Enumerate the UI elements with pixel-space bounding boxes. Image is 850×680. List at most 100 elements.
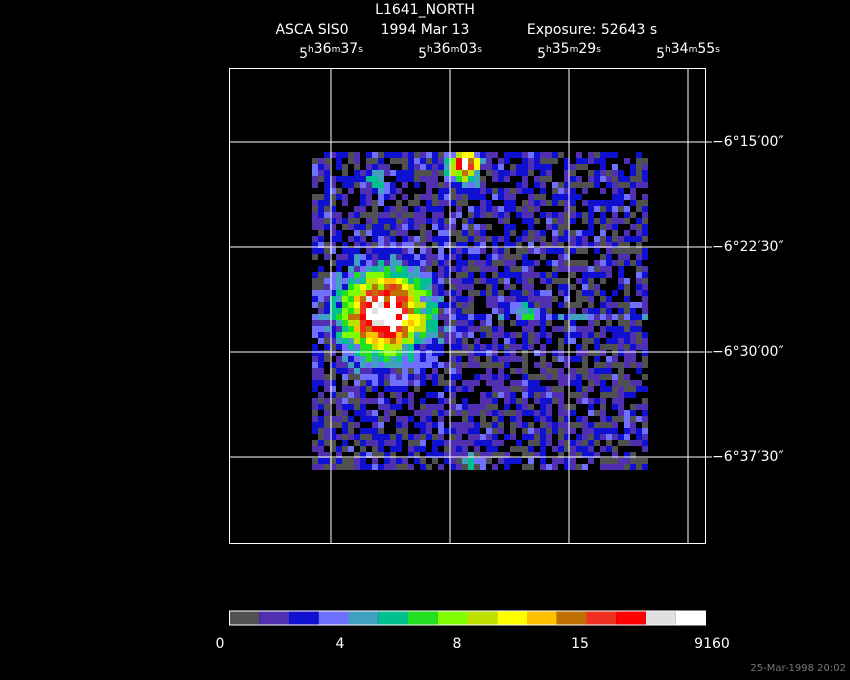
- pixel: [426, 194, 432, 200]
- pixel: [582, 242, 588, 248]
- colorbar-label: 8: [453, 636, 462, 652]
- pixel: [558, 194, 564, 200]
- pixel: [492, 272, 498, 278]
- pixel: [426, 356, 432, 362]
- pixel: [498, 332, 504, 338]
- pixel: [432, 338, 438, 344]
- pixel: [558, 452, 564, 458]
- pixel: [492, 452, 498, 458]
- pixel: [384, 308, 390, 314]
- pixel: [618, 350, 624, 356]
- pixel: [510, 308, 516, 314]
- pixel: [600, 164, 606, 170]
- pixel: [624, 212, 630, 218]
- pixel: [360, 188, 366, 194]
- pixel: [426, 260, 432, 266]
- pixel: [606, 254, 612, 260]
- pixel: [318, 416, 324, 422]
- pixel: [396, 374, 402, 380]
- pixel: [390, 350, 396, 356]
- pixel: [480, 320, 486, 326]
- pixel: [438, 158, 444, 164]
- pixel: [318, 440, 324, 446]
- pixel: [468, 296, 474, 302]
- pixel: [624, 302, 630, 308]
- pixel: [450, 314, 456, 320]
- pixel: [354, 212, 360, 218]
- pixel: [420, 308, 426, 314]
- pixel: [450, 284, 456, 290]
- pixel: [444, 326, 450, 332]
- pixel: [372, 374, 378, 380]
- pixel: [438, 290, 444, 296]
- pixel: [498, 422, 504, 428]
- pixel: [480, 434, 486, 440]
- pixel: [324, 422, 330, 428]
- pixel: [330, 290, 336, 296]
- pixel: [366, 260, 372, 266]
- pixel: [552, 326, 558, 332]
- pixel: [396, 458, 402, 464]
- pixel: [426, 218, 432, 224]
- pixel: [342, 260, 348, 266]
- pixel: [570, 302, 576, 308]
- pixel: [414, 422, 420, 428]
- pixel: [390, 308, 396, 314]
- pixel: [468, 356, 474, 362]
- pixel: [336, 158, 342, 164]
- pixel: [468, 380, 474, 386]
- pixel: [582, 164, 588, 170]
- pixel: [438, 242, 444, 248]
- pixel: [552, 422, 558, 428]
- ra-label: 5h35m29s: [537, 41, 601, 62]
- pixel: [354, 392, 360, 398]
- pixel: [552, 464, 558, 470]
- pixel: [456, 158, 462, 164]
- pixel: [636, 368, 642, 374]
- pixel: [588, 350, 594, 356]
- pixel: [414, 458, 420, 464]
- pixel: [540, 344, 546, 350]
- pixel: [444, 368, 450, 374]
- pixel: [534, 440, 540, 446]
- pixel: [462, 320, 468, 326]
- pixel: [528, 392, 534, 398]
- pixel: [624, 296, 630, 302]
- pixel: [522, 152, 528, 158]
- pixel: [468, 362, 474, 368]
- pixel: [450, 398, 456, 404]
- pixel: [612, 188, 618, 194]
- pixel: [372, 248, 378, 254]
- pixel: [618, 434, 624, 440]
- pixel: [384, 152, 390, 158]
- pixel: [480, 362, 486, 368]
- pixel: [408, 290, 414, 296]
- pixel: [396, 224, 402, 230]
- pixel: [396, 290, 402, 296]
- pixel: [468, 422, 474, 428]
- pixel: [444, 176, 450, 182]
- pixel: [570, 260, 576, 266]
- pixel: [528, 218, 534, 224]
- pixel: [534, 248, 540, 254]
- pixel: [372, 158, 378, 164]
- pixel: [540, 272, 546, 278]
- pixel: [324, 194, 330, 200]
- pixel: [612, 356, 618, 362]
- pixel: [372, 218, 378, 224]
- pixel: [480, 224, 486, 230]
- pixel: [426, 200, 432, 206]
- pixel: [402, 290, 408, 296]
- pixel: [456, 326, 462, 332]
- pixel: [552, 272, 558, 278]
- pixel: [474, 158, 480, 164]
- pixel: [486, 290, 492, 296]
- pixel: [516, 206, 522, 212]
- pixel: [366, 398, 372, 404]
- pixel: [324, 434, 330, 440]
- pixel: [396, 422, 402, 428]
- pixel: [354, 230, 360, 236]
- pixel: [420, 458, 426, 464]
- pixel: [492, 284, 498, 290]
- pixel: [438, 326, 444, 332]
